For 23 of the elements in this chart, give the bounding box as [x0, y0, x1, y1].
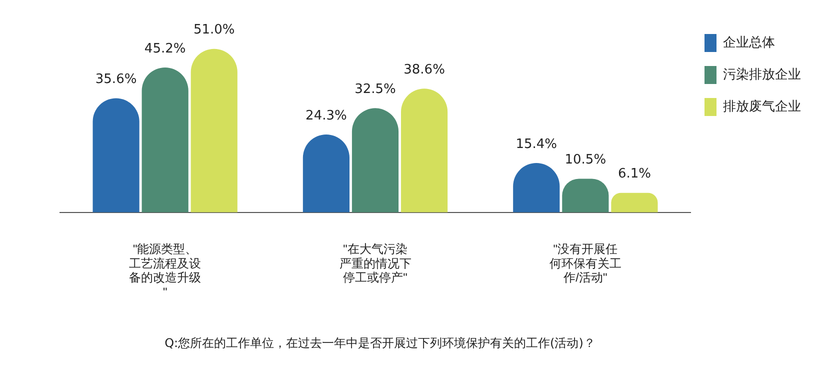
legend-label: 企业总体: [723, 34, 775, 50]
bar: [302, 134, 350, 212]
data-label: 35.6%: [95, 72, 137, 88]
bar: [142, 67, 188, 212]
data-label: 10.5%: [564, 152, 606, 168]
data-label: 15.4%: [516, 136, 558, 152]
data-label: 51.0%: [193, 22, 235, 38]
x-tick-label: "能源类型、工艺流程及设备的改造升级": [129, 242, 202, 300]
legend-label: 排放废气企业: [723, 98, 801, 114]
x-tick-label: "在大气污染严重的情况下停工或停产": [339, 242, 412, 285]
data-label: 24.3%: [306, 108, 347, 124]
data-label: 6.1%: [618, 166, 651, 182]
bar: [190, 48, 238, 212]
bar: [611, 192, 658, 212]
legend-label: 污染排放企业: [723, 66, 801, 82]
data-label: 38.6%: [404, 62, 445, 78]
bar: [92, 98, 140, 212]
x-tick-label: "没有开展任何环保有关工作/活动": [549, 242, 622, 285]
data-label: 45.2%: [144, 41, 186, 56]
data-label: 32.5%: [354, 82, 396, 98]
text: Q:您所在的工作单位，在过去一年中是否开展过下列环境保护有关的工作(活动)？: [164, 335, 596, 352]
bar: [352, 108, 399, 212]
bar: [400, 88, 448, 212]
